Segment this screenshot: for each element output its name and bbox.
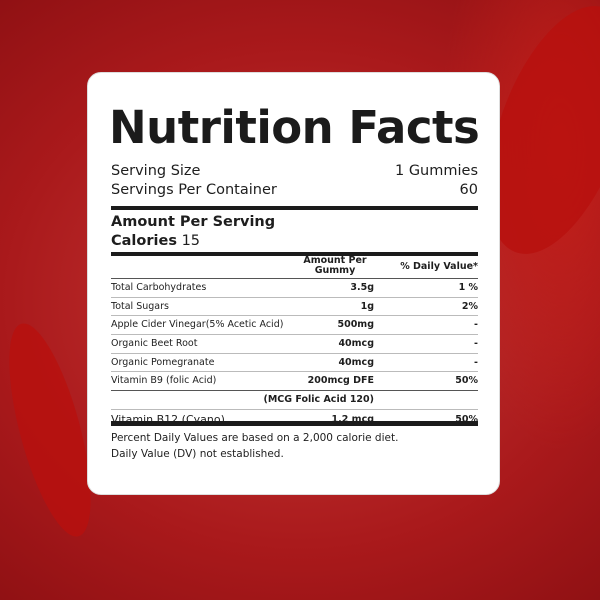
calories-value: 15 [181,233,201,249]
table-row: Total Sugars 1g 2% [111,298,478,317]
label-title: Nutrition Facts [109,101,480,154]
nutrient-amount: 1g [360,300,374,312]
nutrient-daily-value: - [474,356,478,368]
amount-section: Amount Per Serving Calories 15 [111,213,478,251]
serving-size-value: 1 Gummies [394,163,478,179]
table-row: (120 MCG Folic Acid) [111,391,478,410]
calories-label: Calories [111,233,177,249]
table-row: Vitamin B12 (Cyano) 1.2 mcg 50% [111,410,478,430]
nutrient-amount: 200mcg DFE [307,375,374,387]
nutrient-name: Vitamin B9 (folic Acid) [111,375,217,387]
nutrient-daily-value: 50% [455,413,478,425]
serving-info: Serving Size 1 Gummies Servings Per Conta… [111,162,478,200]
divider-thick [111,421,478,426]
nutrient-daily-value: - [474,319,478,331]
nutrient-amount: 1.2 mcg [331,413,374,425]
footnote: Percent Daily Values are based on a 2,00… [111,432,399,444]
footnotes: Percent Daily Values are based on a 2,00… [111,430,478,462]
nutrient-name: Organic Beet Root [111,338,198,350]
table-header: Amount Per Gummy % Daily Value* [111,256,478,279]
nutrient-amount: 40mcg [338,338,374,350]
nutrient-amount: 500mg [337,319,374,331]
nutrient-table: Amount Per Gummy % Daily Value* Total Car… [111,256,478,430]
nutrient-daily-value [374,391,478,409]
header-amount: Amount Per Gummy [303,255,367,276]
table-row: Total Carbohydrates 3.5g 1 % [111,279,478,298]
nutrient-name: Apple Cider Vinegar(5% Acetic Acid) [111,319,284,331]
servings-per-container-value: 60 [459,182,478,198]
nutrient-daily-value: 2% [461,300,478,312]
nutrient-name: Organic Pomegranate [111,356,215,368]
nutrient-amount: 3.5g [350,282,374,293]
table-row: Apple Cider Vinegar(5% Acetic Acid) 500mg… [111,316,478,336]
amount-per-serving: Amount Per Serving [111,214,276,230]
divider-thick [111,252,478,256]
nutrient-name: Vitamin B12 (Cyano) [111,412,225,426]
nutrient-amount: (120 MCG Folic Acid) [263,394,375,406]
nutrient-name: Total Carbohydrates [111,282,207,293]
nutrient-name: Total Sugars [111,300,169,312]
servings-per-container-label: Servings Per Container [111,182,277,198]
header-daily-value: % Daily Value* [400,261,478,273]
table-row: Organic Pomegranate 40mcg - [111,354,478,373]
table-row: Vitamin B9 (folic Acid) 200mcg DFE 50% [111,372,478,392]
divider-thick [111,206,478,210]
nutrient-amount: 40mcg [338,356,374,368]
nutrient-daily-value: - [474,338,478,350]
nutrient-daily-value: 1 % [458,282,478,293]
table-row: Organic Beet Root 40mcg - [111,335,478,354]
footnote: Daily Value (DV) not established. [111,448,284,460]
nutrient-name [111,391,284,409]
serving-size-label: Serving Size [111,163,201,179]
nutrient-daily-value: 50% [455,375,478,387]
nutrition-facts-label: Nutrition Facts Serving Size 1 Gummies Se… [87,72,500,495]
